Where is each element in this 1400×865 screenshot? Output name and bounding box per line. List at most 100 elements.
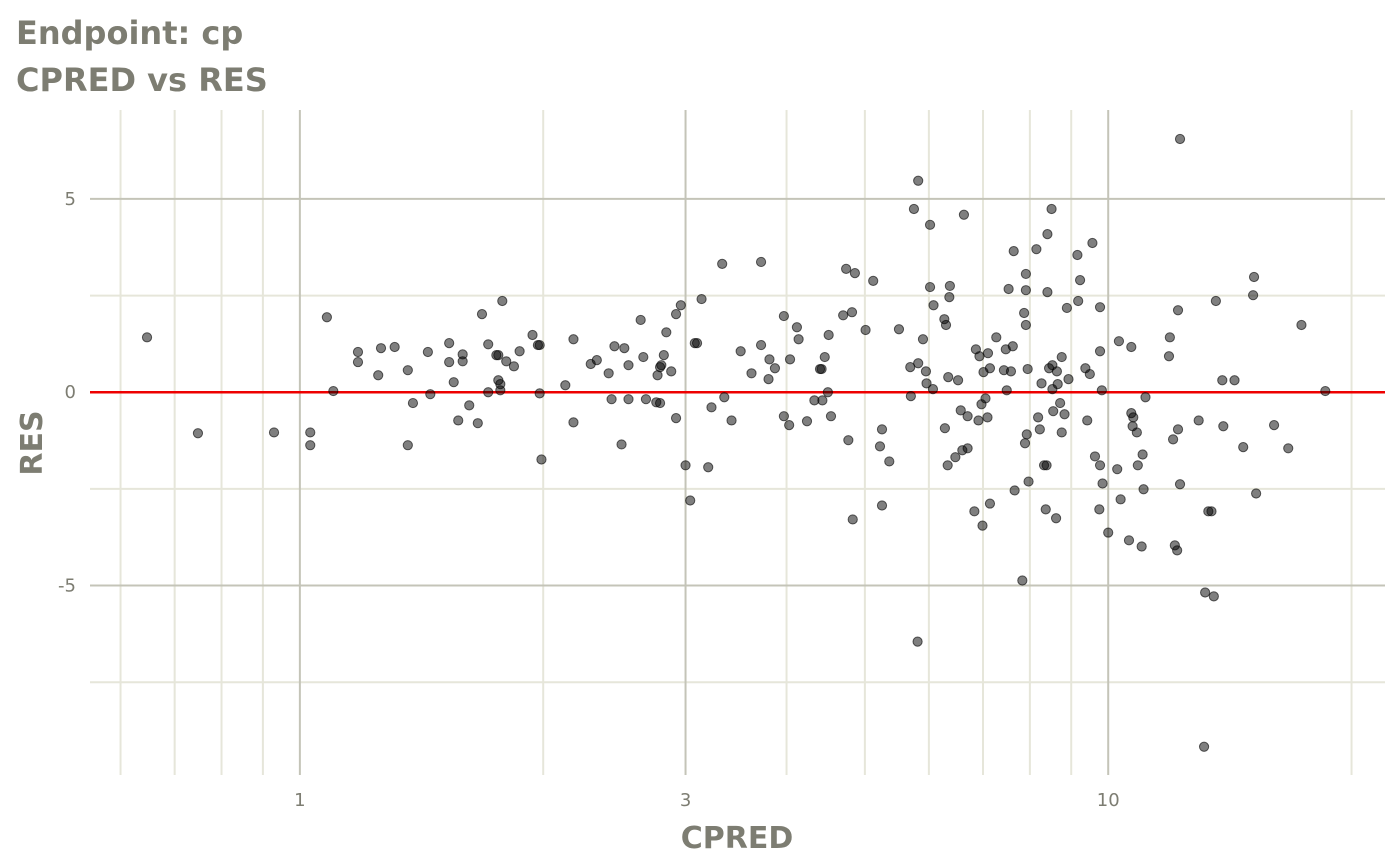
data-point: [1296, 319, 1307, 331]
data-point: [1042, 287, 1053, 298]
data-point: [1061, 302, 1073, 314]
data-point: [1164, 332, 1175, 343]
data-point: [847, 514, 858, 525]
data-point: [375, 343, 387, 354]
data-point: [691, 338, 703, 349]
data-point: [1003, 283, 1014, 295]
data-point: [943, 372, 954, 383]
data-point: [924, 281, 936, 293]
data-point: [373, 370, 384, 381]
data-point: [501, 356, 512, 367]
data-point: [1033, 412, 1044, 423]
data-point: [1074, 275, 1086, 286]
data-point: [635, 314, 646, 326]
data-point: [980, 393, 991, 404]
data-point: [606, 394, 617, 405]
data-point: [680, 460, 691, 471]
data-point: [1020, 268, 1032, 280]
data-point: [534, 339, 545, 351]
data-point: [717, 258, 728, 269]
data-point: [1072, 249, 1083, 261]
data-point: [1283, 443, 1294, 454]
data-point: [921, 378, 932, 389]
data-point: [444, 338, 455, 349]
data-point: [495, 385, 506, 396]
data-point: [1094, 346, 1106, 357]
data-point: [1206, 506, 1217, 517]
data-point: [984, 363, 996, 374]
data-point: [352, 356, 364, 368]
data-point: [483, 339, 494, 350]
grid: [90, 110, 1385, 775]
data-point: [321, 312, 332, 323]
data-point: [778, 411, 789, 422]
data-point: [950, 452, 961, 463]
data-point: [696, 293, 707, 305]
data-point: [1113, 336, 1125, 347]
data-point: [497, 295, 508, 307]
data-point: [1082, 415, 1093, 426]
data-point: [942, 460, 953, 471]
data-point: [1023, 476, 1034, 487]
data-point: [1248, 290, 1259, 301]
x-tick-label: 1: [294, 790, 305, 811]
data-point: [841, 263, 852, 275]
data-point: [819, 351, 830, 363]
data-point: [944, 280, 955, 292]
y-tick-label: 0: [65, 382, 76, 403]
data-point: [974, 351, 985, 362]
data-point: [719, 392, 730, 403]
data-point: [1084, 368, 1095, 380]
data-point: [1163, 351, 1175, 362]
data-point: [735, 346, 746, 357]
data-point: [444, 356, 455, 368]
data-point: [1052, 379, 1063, 390]
data-point: [816, 363, 827, 375]
data-point: [527, 329, 538, 341]
data-point: [666, 366, 677, 377]
data-point: [1059, 409, 1070, 420]
data-point: [952, 375, 964, 386]
data-point: [924, 219, 936, 230]
data-point: [703, 462, 714, 473]
data-point: [913, 358, 924, 369]
data-point: [654, 397, 666, 409]
data-point: [638, 351, 649, 363]
data-point: [1096, 385, 1107, 396]
data-point: [1251, 488, 1262, 499]
tick-labels: 1 3 10 5 0 -5: [58, 189, 1120, 811]
data-point: [514, 346, 525, 357]
data-point: [1229, 375, 1240, 386]
data-point: [305, 427, 316, 438]
data-point: [1123, 535, 1135, 546]
data-point: [1112, 464, 1123, 475]
data-point: [843, 435, 854, 446]
data-point: [1020, 285, 1032, 296]
points: [141, 133, 1331, 752]
data-point: [817, 395, 828, 406]
data-point: [778, 310, 789, 322]
data-point: [908, 203, 920, 215]
data-point: [1320, 385, 1331, 397]
data-point: [1020, 319, 1032, 331]
data-point: [1172, 305, 1184, 316]
data-point: [755, 339, 767, 351]
data-point: [746, 368, 757, 379]
data-point: [1017, 575, 1028, 586]
data-point: [874, 441, 886, 452]
data-point: [1041, 460, 1052, 471]
data-point: [472, 418, 483, 429]
data-point: [425, 389, 436, 400]
data-point: [784, 420, 795, 431]
data-point: [1172, 545, 1183, 556]
data-point: [422, 346, 433, 358]
data-point: [905, 362, 916, 373]
data-point: [1136, 541, 1147, 552]
data-point: [912, 636, 923, 647]
data-point: [141, 332, 153, 343]
y-axis-title: RES: [15, 410, 50, 475]
data-point: [1094, 504, 1105, 515]
data-point: [706, 402, 717, 413]
data-point: [464, 400, 475, 411]
